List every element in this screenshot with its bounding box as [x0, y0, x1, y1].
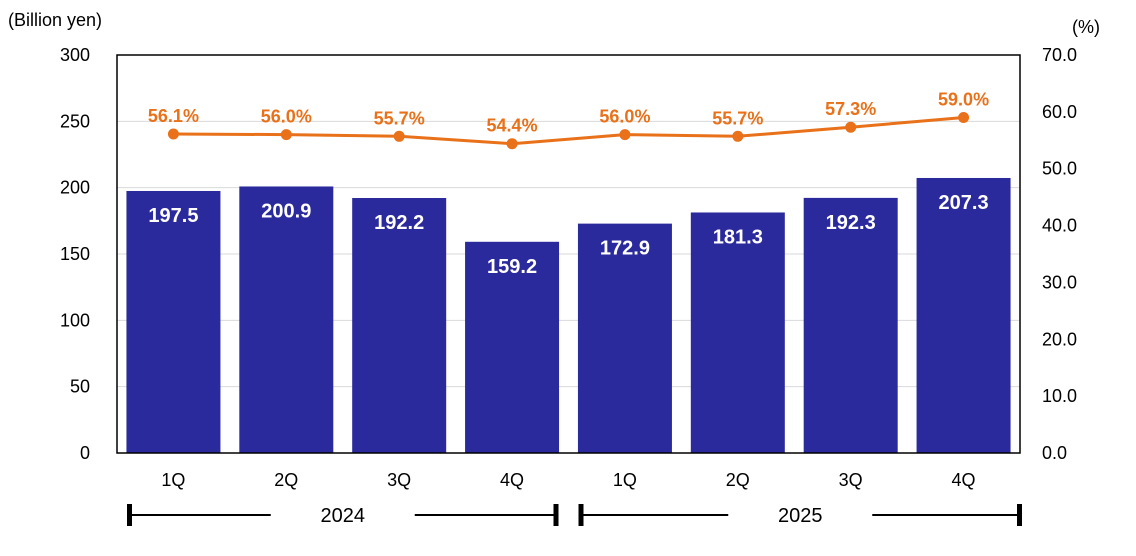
line-value-label: 56.0% [261, 107, 312, 127]
category-label: 4Q [500, 470, 524, 490]
year-label: 2025 [778, 505, 823, 527]
right-tick-label: 20.0 [1042, 329, 1077, 349]
bar [352, 198, 447, 453]
left-tick-label: 100 [60, 310, 90, 330]
year-groups: 2024 2025 [127, 504, 1022, 527]
bar-data-labels: 197.5 200.9 192.2 159.2 172.9 181.3 192.3 207.3 [148, 192, 988, 278]
line-series [167, 112, 970, 150]
bar-value-label: 192.3 [826, 212, 876, 234]
bar-value-label: 172.9 [600, 238, 650, 260]
line-value-label: 59.0% [938, 90, 989, 110]
category-label: 2Q [274, 470, 298, 490]
line-path [173, 116, 964, 146]
bar-value-label: 192.2 [374, 212, 424, 234]
right-axis-unit: (%) [1072, 17, 1100, 37]
category-label: 3Q [839, 470, 863, 490]
right-tick-label: 0.0 [1042, 443, 1067, 463]
line-point [280, 129, 292, 141]
line-value-label: 54.4% [487, 116, 538, 136]
group-bracket-end [127, 504, 132, 526]
bar-value-label: 181.3 [713, 226, 763, 248]
category-label: 3Q [387, 470, 411, 490]
bar [803, 197, 898, 453]
right-tick-label: 40.0 [1042, 216, 1077, 236]
category-label: 1Q [613, 470, 637, 490]
line-data-labels: 56.1% 56.0% 55.7% 54.4% 56.0% 55.7% 57.3% 59.0% [148, 90, 989, 136]
bar [690, 212, 785, 453]
right-tick-label: 70.0 [1042, 45, 1077, 65]
category-label: 1Q [161, 470, 185, 490]
right-tick-label: 10.0 [1042, 386, 1077, 406]
left-tick-label: 250 [60, 111, 90, 131]
bar [465, 241, 560, 453]
line-value-label: 56.0% [599, 107, 650, 127]
left-tick-label: 50 [70, 377, 90, 397]
line-point [845, 121, 857, 133]
line-value-label: 57.3% [825, 99, 876, 119]
bar [239, 186, 334, 454]
left-tick-label: 200 [60, 178, 90, 198]
bar [916, 177, 1011, 453]
bar-value-label: 159.2 [487, 256, 537, 278]
left-tick-label: 150 [60, 244, 90, 264]
line-point [958, 112, 970, 124]
line-value-label: 56.1% [148, 106, 199, 126]
bar [126, 190, 221, 453]
left-axis: 0 50 100 150 200 250 300 [60, 45, 90, 463]
bar-value-label: 207.3 [939, 192, 989, 214]
right-tick-label: 30.0 [1042, 272, 1077, 292]
line-value-label: 55.7% [374, 108, 425, 128]
line-point [506, 138, 518, 150]
line-value-label: 55.7% [712, 108, 763, 128]
category-label: 4Q [952, 470, 976, 490]
category-label: 2Q [726, 470, 750, 490]
right-axis: 0.0 10.0 20.0 30.0 40.0 50.0 60.0 70.0 [1042, 45, 1077, 463]
x-axis: 1Q 2Q 3Q 4Q 1Q 2Q 3Q 4Q [161, 470, 975, 490]
bar-value-label: 200.9 [261, 200, 311, 222]
line-point [732, 130, 744, 142]
left-axis-unit: (Billion yen) [8, 10, 102, 30]
bar-series [126, 177, 1011, 454]
line-point [393, 130, 405, 142]
year-label: 2024 [321, 505, 366, 527]
group-bracket-end [1017, 504, 1022, 526]
right-tick-label: 50.0 [1042, 159, 1077, 179]
left-tick-label: 300 [60, 45, 90, 65]
plot-frame [116, 54, 1021, 454]
line-point [619, 129, 631, 141]
right-tick-label: 60.0 [1042, 102, 1077, 122]
left-tick-label: 0 [80, 443, 90, 463]
group-bracket-end [553, 504, 559, 526]
group-bracket-end [578, 504, 584, 526]
bar [577, 223, 672, 453]
line-point [167, 128, 179, 140]
bar-value-label: 197.5 [148, 205, 198, 227]
